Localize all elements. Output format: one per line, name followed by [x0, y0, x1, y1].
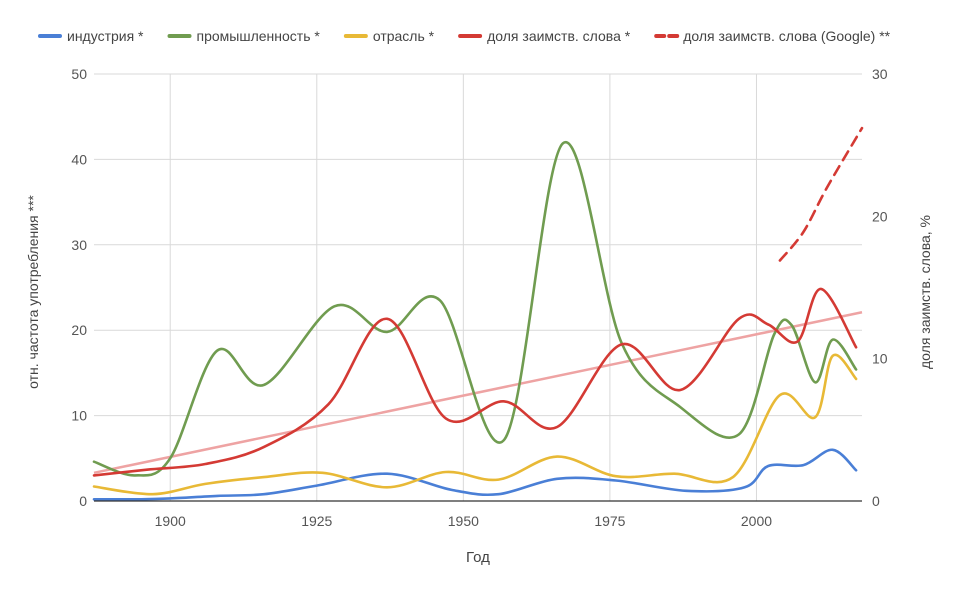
y-left-tick-label: 30	[71, 237, 87, 253]
series-line-5	[778, 126, 864, 262]
axes: 0 10 20 30 40 50 0 10 20 30 1900 1925 1950 1975 2000	[71, 66, 887, 529]
series-line-3	[92, 353, 858, 496]
x-tick-label: 1950	[448, 513, 479, 529]
grid	[94, 73, 862, 501]
y-left-tick-label: 20	[71, 322, 87, 338]
legend: индустрия * промышленность * отрасль * доля…	[38, 28, 891, 44]
y-axis-left-title: отн. частота употребления ***	[25, 195, 41, 389]
y-axis-right-title: доля заимств. слова, %	[917, 215, 933, 369]
y-right-tick-label: 20	[872, 208, 888, 224]
legend-label-1: индустрия *	[67, 28, 144, 44]
y-left-tick-label: 40	[71, 151, 87, 167]
trendline	[93, 311, 863, 475]
x-tick-label: 1975	[594, 513, 625, 529]
legend-label-3: отрасль *	[373, 28, 435, 44]
y-right-tick-label: 10	[872, 351, 888, 367]
x-tick-label: 1925	[301, 513, 332, 529]
series-layer	[92, 126, 864, 501]
series-line-4	[92, 287, 858, 477]
legend-label-4: доля заимств. слова *	[487, 28, 631, 44]
series-line-2	[92, 141, 858, 477]
x-tick-label: 2000	[741, 513, 772, 529]
y-left-tick-label: 50	[71, 66, 87, 82]
legend-label-2: промышленность *	[197, 28, 321, 44]
x-tick-label: 1900	[155, 513, 186, 529]
y-right-tick-label: 30	[872, 66, 888, 82]
series-line-1	[92, 448, 858, 501]
x-axis-title: Год	[466, 549, 490, 566]
trendline-layer	[93, 311, 863, 475]
legend-label-5: доля заимств. слова (Google) **	[683, 28, 890, 44]
y-left-tick-label: 0	[79, 493, 87, 509]
y-left-tick-label: 10	[71, 408, 87, 424]
y-right-tick-label: 0	[872, 493, 880, 509]
